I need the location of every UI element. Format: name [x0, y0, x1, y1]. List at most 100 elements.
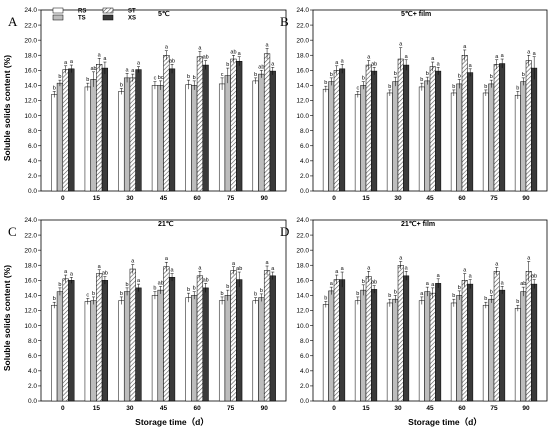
significance-label: ab	[531, 274, 537, 280]
bar-st	[493, 64, 500, 192]
significance-label: a	[165, 256, 169, 262]
significance-label: a	[463, 268, 467, 274]
bar-ts	[191, 295, 198, 402]
bar-xs	[339, 68, 346, 192]
significance-label: a	[198, 265, 202, 271]
bar-rs	[418, 86, 425, 192]
significance-label: a	[437, 61, 441, 67]
significance-label: a	[64, 269, 68, 275]
bar-ts	[123, 77, 131, 192]
y-tick-label: 14.0	[296, 83, 309, 90]
significance-label: b	[324, 295, 327, 301]
panel-letter: D	[280, 224, 289, 239]
y-tick-label: 0.0	[28, 398, 37, 405]
significance-label: b	[324, 80, 327, 86]
x-tick-label: 60	[458, 405, 466, 412]
significance-label: a	[70, 271, 74, 277]
significance-label: a	[266, 260, 270, 266]
x-tick-label: 0	[61, 195, 65, 202]
y-tick-label: 22.0	[296, 232, 309, 239]
bar-xs	[435, 283, 442, 402]
significance-label: b	[388, 84, 391, 90]
bar-rs	[84, 301, 91, 402]
significance-label: b	[126, 282, 129, 288]
y-tick-label: 18.0	[24, 52, 37, 59]
y-tick-label: 6.0	[28, 143, 37, 150]
y-tick-label: 4.0	[300, 158, 309, 165]
significance-label: c	[154, 76, 157, 82]
bar-rs	[354, 94, 361, 192]
significance-label: b	[522, 72, 525, 78]
significance-label: b	[254, 292, 257, 298]
y-tick-label: 14.0	[24, 293, 37, 300]
significance-label: b	[484, 84, 487, 90]
significance-label: a	[501, 280, 505, 286]
x-tick-label: 60	[193, 195, 201, 202]
bar-xs	[101, 280, 109, 402]
bar-st	[493, 271, 500, 402]
bar-xs	[269, 70, 276, 192]
legend-swatch-ts	[52, 14, 64, 21]
significance-label: a	[399, 42, 403, 48]
bar-ts	[56, 82, 64, 192]
significance-label: a	[98, 264, 102, 270]
bar-xs	[168, 68, 176, 192]
bar-xs	[403, 275, 410, 402]
bar-ts	[520, 81, 527, 192]
y-tick-label: 18.0	[24, 262, 37, 269]
y-tick-label: 16.0	[296, 68, 309, 75]
x-tick-label: 60	[458, 195, 466, 202]
bar-xs	[467, 283, 474, 402]
panel-letter: C	[8, 224, 17, 239]
significance-label: b	[458, 73, 461, 79]
significance-label: b	[426, 71, 429, 77]
bar-ts	[224, 295, 231, 402]
y-tick-label: 2.0	[300, 383, 309, 390]
x-tick-label: 15	[362, 195, 370, 202]
chart-panel-a: 0.0 2.0 4.0 6.0 8.0 10.0 12.0 14.0 16.0 18.0 20.0 2…	[8, 7, 287, 202]
bar-xs	[371, 70, 378, 192]
significance-label: a	[232, 261, 236, 267]
significance-label: a	[137, 61, 141, 67]
panel-title: 5℃+ film	[401, 10, 431, 18]
panel-letter: A	[8, 14, 18, 29]
bar-st	[196, 56, 204, 192]
bar-rs	[354, 300, 361, 402]
significance-label: a	[271, 61, 275, 67]
x-tick-label: 0	[332, 195, 336, 202]
bar-ts	[456, 295, 463, 402]
significance-label: b	[484, 296, 487, 302]
bar-st	[163, 55, 170, 192]
bar-ts	[360, 85, 367, 192]
bar-st	[333, 279, 340, 402]
y-axis-title-top: Soluble solids content (%)	[2, 55, 12, 161]
significance-label: b	[53, 85, 56, 91]
y-tick-label: 24.0	[24, 217, 37, 224]
significance-label: a	[501, 53, 505, 59]
chart-panel-b: 0.0 2.0 4.0 6.0 8.0 10.0 12.0 14.0 16.0 18.0 20.0 2…	[280, 7, 548, 202]
y-tick-label: 2.0	[28, 383, 37, 390]
x-tick-label: 30	[126, 195, 134, 202]
bar-xs	[531, 67, 538, 192]
y-tick-label: 14.0	[24, 83, 37, 90]
legend-label-ts: TS	[78, 16, 86, 22]
y-tick-label: 12.0	[24, 98, 37, 105]
bar-xs	[168, 277, 176, 402]
bar-rs	[514, 307, 521, 402]
panel-title: 21℃+ film	[401, 220, 435, 228]
significance-label: a	[405, 265, 409, 271]
significance-label: b	[394, 71, 397, 77]
x-tick-label: 75	[490, 405, 498, 412]
x-tick-label: 90	[261, 405, 269, 412]
significance-label: a	[426, 281, 430, 287]
y-tick-label: 10.0	[296, 323, 309, 330]
significance-label: a	[495, 54, 499, 60]
significance-label: b	[490, 289, 493, 295]
bar-xs	[202, 64, 209, 192]
y-tick-label: 8.0	[300, 128, 309, 135]
bar-st	[96, 64, 103, 192]
bar-rs	[51, 94, 58, 192]
significance-label: a	[367, 55, 371, 61]
